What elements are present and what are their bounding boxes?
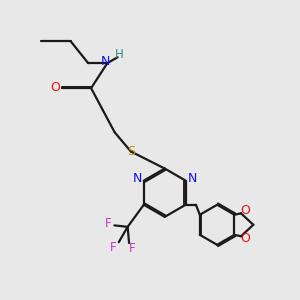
Text: O: O bbox=[50, 81, 60, 94]
Text: N: N bbox=[188, 172, 197, 185]
Text: O: O bbox=[240, 205, 250, 218]
Text: F: F bbox=[129, 242, 135, 255]
Text: N: N bbox=[101, 55, 110, 68]
Text: N: N bbox=[133, 172, 142, 185]
Text: S: S bbox=[128, 145, 136, 158]
Text: F: F bbox=[105, 218, 112, 230]
Text: O: O bbox=[240, 232, 250, 245]
Text: F: F bbox=[110, 241, 116, 254]
Text: H: H bbox=[115, 48, 124, 62]
